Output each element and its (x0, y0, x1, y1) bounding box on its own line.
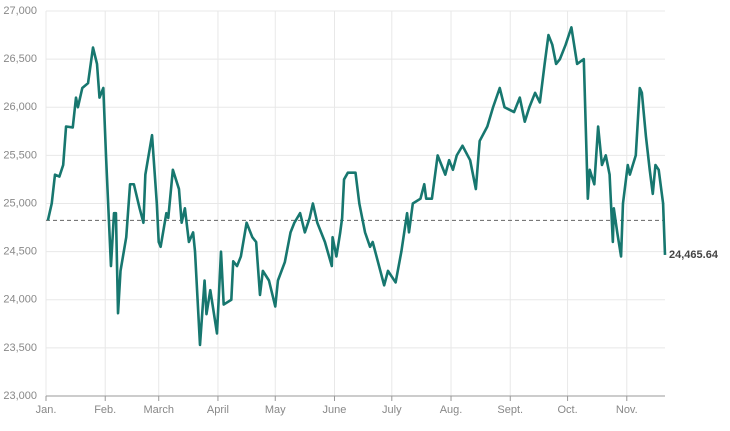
x-tick-label: March (143, 404, 174, 416)
y-tick-label: 25,500 (3, 149, 37, 161)
x-tick-label: July (382, 404, 402, 416)
x-tick-label: Nov. (616, 404, 638, 416)
x-tick-label: Aug. (440, 404, 463, 416)
x-tick-label: Jan. (36, 404, 57, 416)
x-tick-label: Oct. (557, 404, 577, 416)
y-tick-label: 26,500 (3, 53, 37, 65)
data-line (46, 26, 667, 347)
y-tick-label: 23,500 (3, 342, 37, 354)
x-tick-label: Feb. (94, 404, 116, 416)
x-tick-label: April (207, 404, 229, 416)
x-tick-label: May (265, 404, 286, 416)
x-tick-label: Sept. (497, 404, 523, 416)
y-tick-label: 24,500 (3, 246, 37, 258)
y-tick-label: 23,000 (3, 390, 37, 402)
y-tick-label: 26,000 (3, 101, 37, 113)
y-tick-label: 25,000 (3, 197, 37, 209)
x-tick-label: June (323, 404, 347, 416)
y-tick-label: 24,000 (3, 294, 37, 306)
end-label: 24,465.64 (669, 249, 719, 261)
y-tick-label: 27,000 (3, 5, 37, 17)
